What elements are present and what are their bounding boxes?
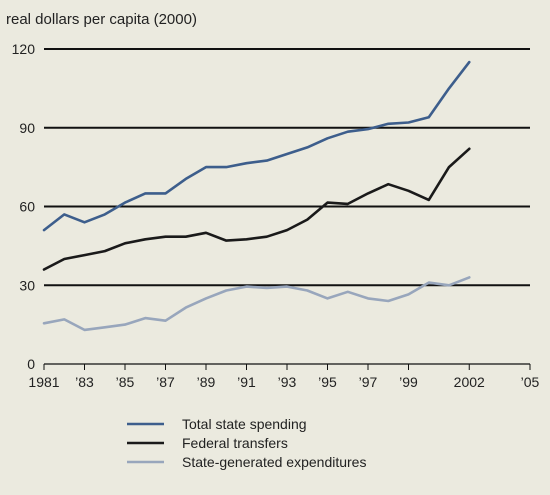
y-tick-label: 30 — [19, 277, 35, 293]
x-tick-label: ’85 — [116, 374, 135, 390]
y-axis-label: real dollars per capita (2000) — [6, 11, 197, 28]
x-tick-label: ’97 — [359, 374, 378, 390]
legend-label: State-generated expenditures — [182, 454, 366, 470]
y-tick-label: 0 — [27, 356, 35, 372]
x-tick-label: ’91 — [237, 374, 256, 390]
x-tick-label: 2002 — [454, 374, 485, 390]
legend-label: Federal transfers — [182, 435, 288, 451]
x-tick-label: ’99 — [399, 374, 418, 390]
x-tick-label: ’83 — [75, 374, 94, 390]
y-tick-label: 120 — [12, 41, 36, 57]
legend-label: Total state spending — [182, 416, 307, 432]
y-tick-label: 60 — [19, 199, 35, 215]
x-tick-label: ’87 — [156, 374, 175, 390]
x-tick-label: 1981 — [28, 374, 59, 390]
x-tick-label: ’95 — [318, 374, 337, 390]
x-tick-label: ’93 — [278, 374, 297, 390]
x-tick-label: ’05 — [521, 374, 540, 390]
series-line-1 — [42, 147, 471, 271]
series-line-0 — [42, 60, 471, 232]
series-line-2 — [42, 276, 471, 332]
x-tick-label: ’89 — [197, 374, 216, 390]
y-tick-label: 90 — [19, 120, 35, 136]
